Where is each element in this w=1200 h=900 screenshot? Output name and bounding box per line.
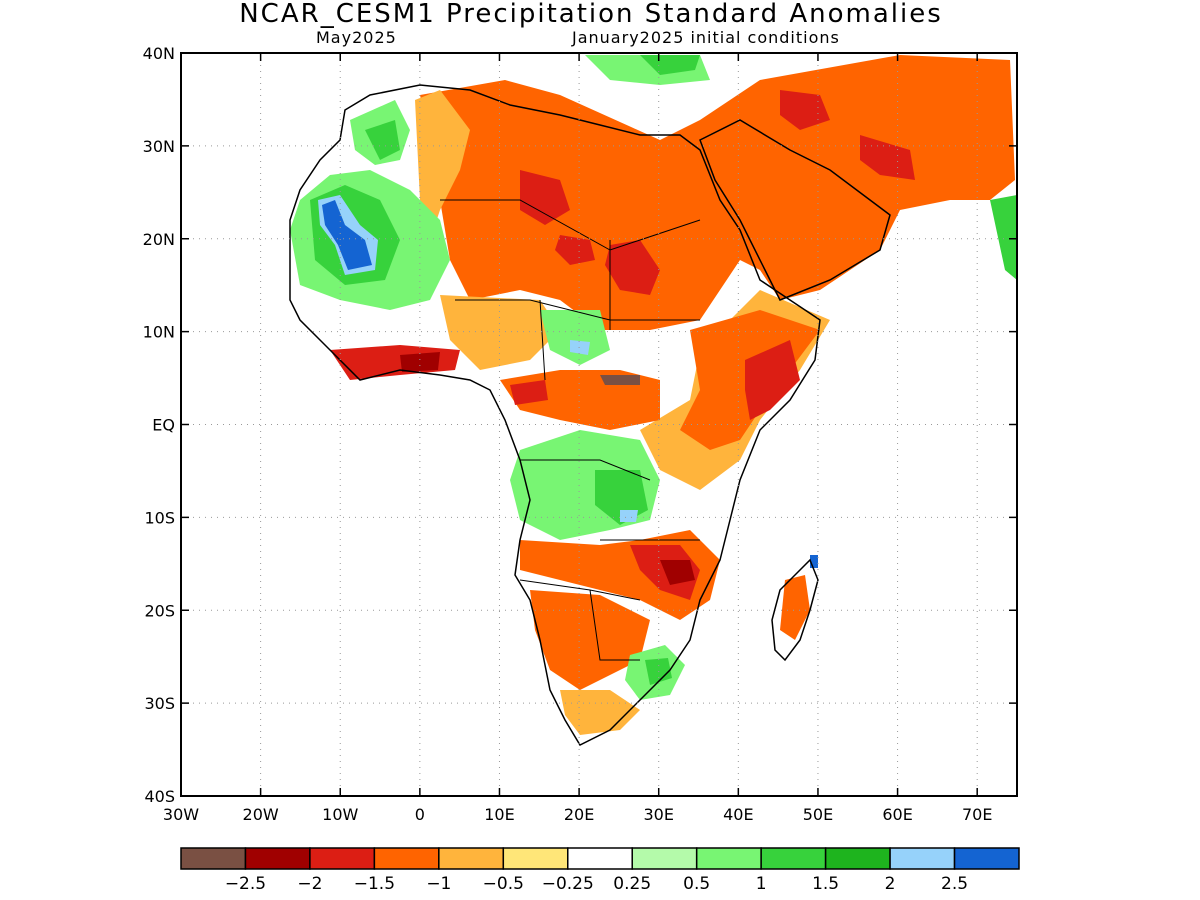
x-tick-label: 70E xyxy=(962,805,992,824)
anomaly-region xyxy=(780,575,810,640)
anomaly-region xyxy=(605,240,660,295)
colorbar-label: 2.5 xyxy=(941,874,968,894)
x-tick-label: 50E xyxy=(803,805,833,824)
anomaly-field xyxy=(290,55,1017,735)
colorbar-label: 0.5 xyxy=(683,874,710,894)
arabia-coastline xyxy=(699,119,891,301)
colorbar-label: −1 xyxy=(426,874,451,894)
colorbar-swatch xyxy=(180,847,247,870)
anomaly-region xyxy=(520,170,570,225)
anomaly-region xyxy=(570,340,590,355)
map-title: NCAR_CESM1 Precipitation Standard Anomal… xyxy=(239,0,943,29)
colorbar-swatch xyxy=(760,847,827,870)
x-tick-label: 10W xyxy=(322,805,358,824)
madagascar-coastline xyxy=(771,558,819,662)
colorbar-swatch xyxy=(502,847,569,870)
anomaly-region xyxy=(400,352,440,372)
anomaly-region xyxy=(510,380,548,405)
y-tick-label: 30S xyxy=(144,694,175,713)
africa-coastline xyxy=(289,84,821,746)
colorbar-swatch xyxy=(889,847,956,870)
colorbar-swatch xyxy=(631,847,698,870)
y-tick-label: 30N xyxy=(143,137,175,156)
anomaly-region xyxy=(620,510,638,522)
init-conditions-label: January2025 initial conditions xyxy=(572,28,840,47)
colorbar-label: 0.25 xyxy=(613,874,651,894)
colorbar-swatch xyxy=(824,847,891,870)
colorbar-label: −1.5 xyxy=(354,874,395,894)
anomaly-region xyxy=(415,90,470,240)
anomaly-region xyxy=(560,690,640,735)
x-tick-label: 30E xyxy=(643,805,673,824)
colorbar-swatch xyxy=(244,847,311,870)
x-tick-label: 20E xyxy=(564,805,594,824)
x-tick-label: 20W xyxy=(243,805,279,824)
colorbar-label: −0.25 xyxy=(542,874,594,894)
anomaly-region xyxy=(990,195,1017,280)
colorbar-swatch xyxy=(695,847,762,870)
x-tick-label: 60E xyxy=(882,805,912,824)
anomaly-region xyxy=(440,295,560,370)
anomaly-region xyxy=(365,120,400,160)
colorbar-label: 1.5 xyxy=(812,874,839,894)
y-tick-label: 20S xyxy=(144,601,175,620)
anomaly-region xyxy=(600,375,640,385)
x-tick-label: 10E xyxy=(484,805,514,824)
anomaly-region xyxy=(745,340,800,420)
y-tick-label: 20N xyxy=(143,230,175,249)
anomaly-region xyxy=(640,55,700,75)
y-tick-label: 40S xyxy=(144,787,175,806)
y-tick-label: 10S xyxy=(144,508,175,527)
colorbar-label: 2 xyxy=(885,874,896,894)
internal-borders xyxy=(440,199,701,661)
anomaly-region xyxy=(555,235,595,265)
x-tick-label: 30W xyxy=(163,805,199,824)
colorbar-label: −2.5 xyxy=(225,874,266,894)
y-tick-label: EQ xyxy=(152,416,175,435)
y-tick-label: 40N xyxy=(143,44,175,63)
anomaly-region xyxy=(860,135,915,180)
colorbar-label: −0.5 xyxy=(483,874,524,894)
colorbar-swatch xyxy=(309,847,376,870)
colorbar-swatch xyxy=(373,847,440,870)
x-tick-label: 0 xyxy=(415,805,425,824)
anomaly-region xyxy=(540,310,610,365)
colorbar-swatch xyxy=(953,847,1020,870)
colorbar-label: 1 xyxy=(756,874,767,894)
x-tick-label: 40E xyxy=(723,805,753,824)
y-tick-label: 10N xyxy=(143,323,175,342)
anomaly-region xyxy=(322,200,372,270)
valid-month-label: May2025 xyxy=(316,28,397,47)
coastline xyxy=(289,84,891,746)
colorbar-swatch xyxy=(567,847,633,870)
anomaly-region xyxy=(530,590,650,690)
colorbar-swatch xyxy=(438,847,505,870)
colorbar-label: −2 xyxy=(297,874,322,894)
anomaly-region xyxy=(660,560,695,585)
